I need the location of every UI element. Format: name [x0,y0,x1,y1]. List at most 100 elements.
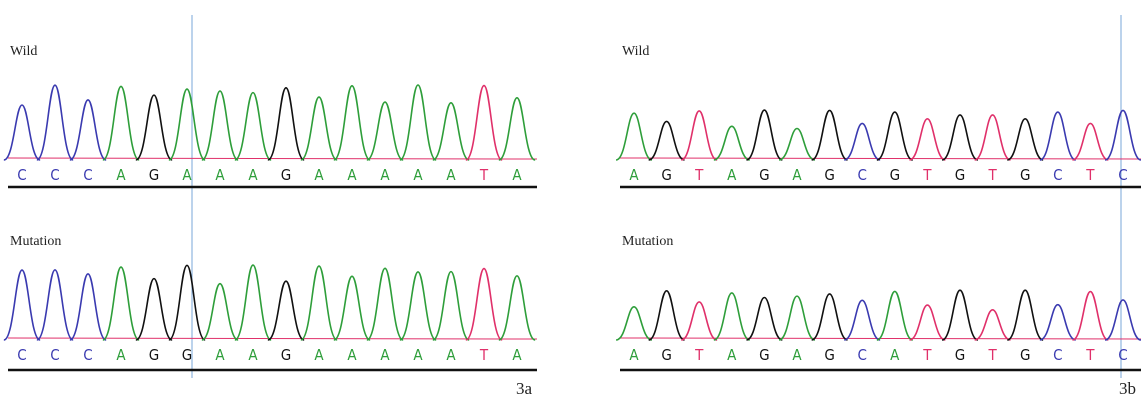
base-call: A [116,346,126,364]
trace-peak [942,115,978,160]
track-label: Wild [10,44,37,59]
base-call: G [1020,346,1030,364]
base-call: A [314,166,324,184]
trace-peak [202,91,238,160]
trace-peak [466,86,502,160]
trace-peak [37,270,73,340]
base-call: A [446,166,456,184]
trace-peak [681,302,717,340]
trace-peak [779,128,815,160]
base-call: A [413,166,423,184]
base-call: G [955,166,965,184]
trace-peak [433,272,469,340]
figure: Wild C C C A G A A A G A A A A A T A Mutation C C C A G G A A G A A A… [0,0,1141,400]
base-call: G [182,346,192,364]
trace-peak [844,123,880,160]
trace-peak [1040,112,1076,160]
trace-peak [1072,123,1108,160]
base-call: G [890,166,900,184]
trace-peak [169,89,205,160]
trace-peak [616,113,652,160]
track-label: Mutation [622,234,673,249]
baseline [8,158,537,159]
trace-peak [4,105,40,160]
base-call: G [824,346,834,364]
base-call: G [759,166,769,184]
trace-peak [1072,292,1108,340]
panel-caption: 3b [1119,379,1136,398]
base-call: A [629,166,639,184]
trace-peak [235,265,271,340]
trace-peak [136,95,172,160]
trace-peak [433,103,469,160]
trace-peak [466,269,502,340]
base-call: A [629,346,639,364]
base-call: A [380,166,390,184]
base-call: A [413,346,423,364]
base-call: G [661,346,671,364]
trace-peak [301,266,337,340]
trace-peak [649,291,685,340]
base-call: G [661,166,671,184]
trace-peak [235,93,271,160]
base-call: A [215,346,225,364]
base-call: A [314,346,324,364]
trace-peak [499,276,535,340]
trace-peak [746,297,782,340]
trace-peak [70,100,106,160]
trace-peak [746,110,782,160]
base-call: C [1118,166,1127,184]
trace-peak [367,102,403,160]
base-call: A [446,346,456,364]
trace-peak [37,85,73,160]
base-call: A [792,166,802,184]
base-call: C [17,346,26,364]
baseline [8,338,537,339]
base-call: A [347,166,357,184]
base-call: T [922,166,932,184]
trace-peak [400,85,436,160]
trace-peak [616,307,652,340]
base-call: G [149,166,159,184]
base-call: A [792,346,802,364]
trace-peak [681,111,717,160]
base-call: C [50,166,59,184]
base-call: A [248,346,258,364]
base-call: C [50,346,59,364]
panel-caption: 3a [516,379,533,398]
trace-peak [400,272,436,340]
base-call: C [857,166,866,184]
base-call: T [694,166,704,184]
track-label: Wild [622,44,649,59]
base-call: T [987,166,997,184]
trace-peak [70,274,106,340]
trace-peak [103,86,139,160]
trace-peak [202,284,238,340]
base-call: G [824,166,834,184]
base-call: A [512,346,522,364]
trace-peak [877,112,913,160]
base-call: C [857,346,866,364]
track-label: Mutation [10,234,61,249]
base-call: A [727,346,737,364]
base-call: G [281,346,291,364]
base-call: C [17,166,26,184]
base-call: G [759,346,769,364]
base-call: A [116,166,126,184]
base-call: C [1053,166,1062,184]
trace-peak [975,310,1011,340]
trace-peak [714,293,750,340]
trace-peak [301,97,337,160]
base-call: A [182,166,192,184]
trace-peak [909,305,945,340]
base-call: T [479,346,489,364]
base-call: A [727,166,737,184]
base-call: T [1085,346,1095,364]
base-call: A [890,346,900,364]
base-call: A [215,166,225,184]
trace-peak [812,110,848,160]
base-call: C [83,166,92,184]
trace-peak [1105,300,1141,340]
base-call: A [248,166,258,184]
base-call: G [1020,166,1030,184]
